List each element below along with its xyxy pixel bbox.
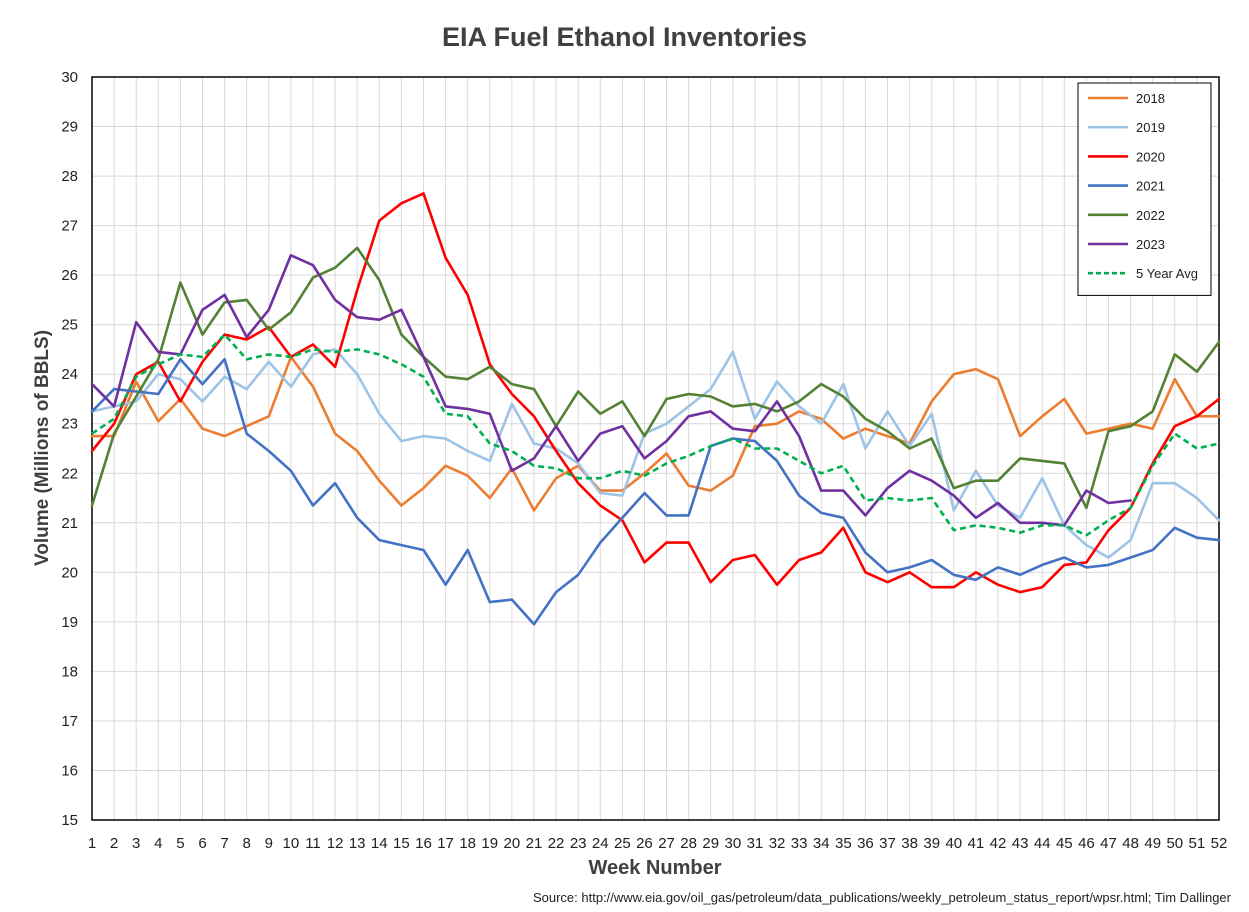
series-line: [90, 358, 1221, 626]
x-tick-label: 33: [791, 835, 808, 852]
legend-box: [1077, 82, 1212, 296]
y-tick-label: 29: [61, 119, 78, 136]
x-tick-label: 1: [88, 835, 96, 852]
y-tick-label: 27: [61, 218, 78, 235]
x-tick-label: 41: [968, 835, 985, 852]
plot-border: [91, 76, 1220, 821]
series-line: [91, 333, 1220, 537]
x-tick-label: 45: [1056, 835, 1073, 852]
x-tick-label: 36: [857, 835, 874, 852]
y-tick-label: 17: [61, 713, 78, 730]
y-tick-label: 26: [61, 267, 78, 284]
x-tick-label: 21: [526, 835, 543, 852]
x-tick-label: 30: [724, 835, 741, 852]
x-tick-label: 4: [154, 835, 162, 852]
x-tick-label: 48: [1122, 835, 1139, 852]
x-tick-label: 27: [658, 835, 675, 852]
x-tick-label: 8: [243, 835, 251, 852]
y-tick-label: 20: [61, 564, 78, 581]
x-tick-label: 46: [1078, 835, 1095, 852]
x-tick-label: 26: [636, 835, 653, 852]
x-tick-label: 15: [393, 835, 410, 852]
x-tick-label: 10: [283, 835, 300, 852]
x-tick-label: 23: [570, 835, 587, 852]
legend: 2018 2019 2020 2021 2022 2023 5 Year Avg: [1077, 82, 1212, 296]
x-tick-label: 5: [176, 835, 184, 852]
y-tick-labels: 15 16 17 18 19 20 21 22 23 24 25 26 27 28 29 30: [61, 69, 78, 829]
x-tick-label: 47: [1100, 835, 1117, 852]
x-tick-label: 7: [220, 835, 228, 852]
x-tick-label: 20: [504, 835, 521, 852]
x-tick-label: 24: [592, 835, 609, 852]
x-tick-label: 9: [265, 835, 273, 852]
x-tick-label: 40: [945, 835, 962, 852]
y-tick-label: 25: [61, 317, 78, 334]
series-line: [90, 246, 1221, 510]
x-tick-label: 42: [990, 835, 1007, 852]
x-tick-label: 43: [1012, 835, 1029, 852]
x-tick-labels: 1 2 3 4 5 6 7 8 9 10 11 12 13 14 15 16 17 18 19 20 21 22 23 24 2…: [88, 835, 1228, 852]
x-tick-label: 50: [1166, 835, 1183, 852]
y-tick-label: 23: [61, 416, 78, 433]
x-tick-label: 38: [901, 835, 918, 852]
y-tick-label: 24: [61, 366, 78, 383]
x-tick-label: 51: [1189, 835, 1206, 852]
series-lines: [90, 192, 1221, 626]
x-tick-label: 13: [349, 835, 366, 852]
y-tick-label: 22: [61, 465, 78, 482]
legend-label: 2021: [1136, 179, 1165, 194]
y-tick-label: 30: [61, 69, 78, 86]
legend-label: 2022: [1136, 208, 1165, 223]
x-tick-label: 12: [327, 835, 344, 852]
legend-label: 2018: [1136, 91, 1165, 106]
x-tick-label: 35: [835, 835, 852, 852]
x-tick-label: 16: [415, 835, 432, 852]
legend-label: 5 Year Avg: [1136, 266, 1198, 281]
x-tick-label: 34: [813, 835, 830, 852]
x-axis-label: Week Number: [588, 857, 722, 879]
legend-label: 2023: [1136, 237, 1165, 252]
x-tick-label: 28: [680, 835, 697, 852]
x-tick-label: 39: [923, 835, 940, 852]
series-line: [90, 192, 1221, 594]
y-tick-label: 19: [61, 614, 78, 631]
x-tick-label: 25: [614, 835, 631, 852]
x-tick-label: 3: [132, 835, 140, 852]
chart-title: EIA Fuel Ethanol Inventories: [441, 22, 808, 52]
x-tick-label: 17: [437, 835, 454, 852]
x-tick-label: 14: [371, 835, 388, 852]
x-tick-label: 52: [1211, 835, 1228, 852]
x-tick-label: 11: [305, 835, 321, 852]
x-tick-label: 44: [1034, 835, 1051, 852]
y-tick-label: 15: [61, 812, 78, 829]
legend-label: 2020: [1136, 149, 1165, 164]
y-tick-label: 21: [61, 515, 78, 532]
source-note: Source: http://www.eia.gov/oil_gas/petro…: [532, 890, 1231, 905]
y-tick-label: 18: [61, 663, 78, 680]
x-tick-label: 6: [198, 835, 206, 852]
x-tick-label: 19: [481, 835, 498, 852]
x-tick-label: 31: [747, 835, 764, 852]
y-tick-label: 28: [61, 168, 78, 185]
x-tick-label: 29: [702, 835, 719, 852]
x-tick-label: 49: [1144, 835, 1161, 852]
series-line: [90, 348, 1221, 559]
x-tick-label: 32: [769, 835, 786, 852]
legend-label: 2019: [1136, 120, 1165, 135]
y-tick-label: 16: [61, 762, 78, 779]
series-line: [90, 355, 1221, 512]
series-line: [90, 254, 1132, 527]
x-tick-label: 22: [548, 835, 565, 852]
x-tick-label: 37: [879, 835, 896, 852]
x-tick-label: 2: [110, 835, 118, 852]
x-tick-label: 18: [459, 835, 476, 852]
